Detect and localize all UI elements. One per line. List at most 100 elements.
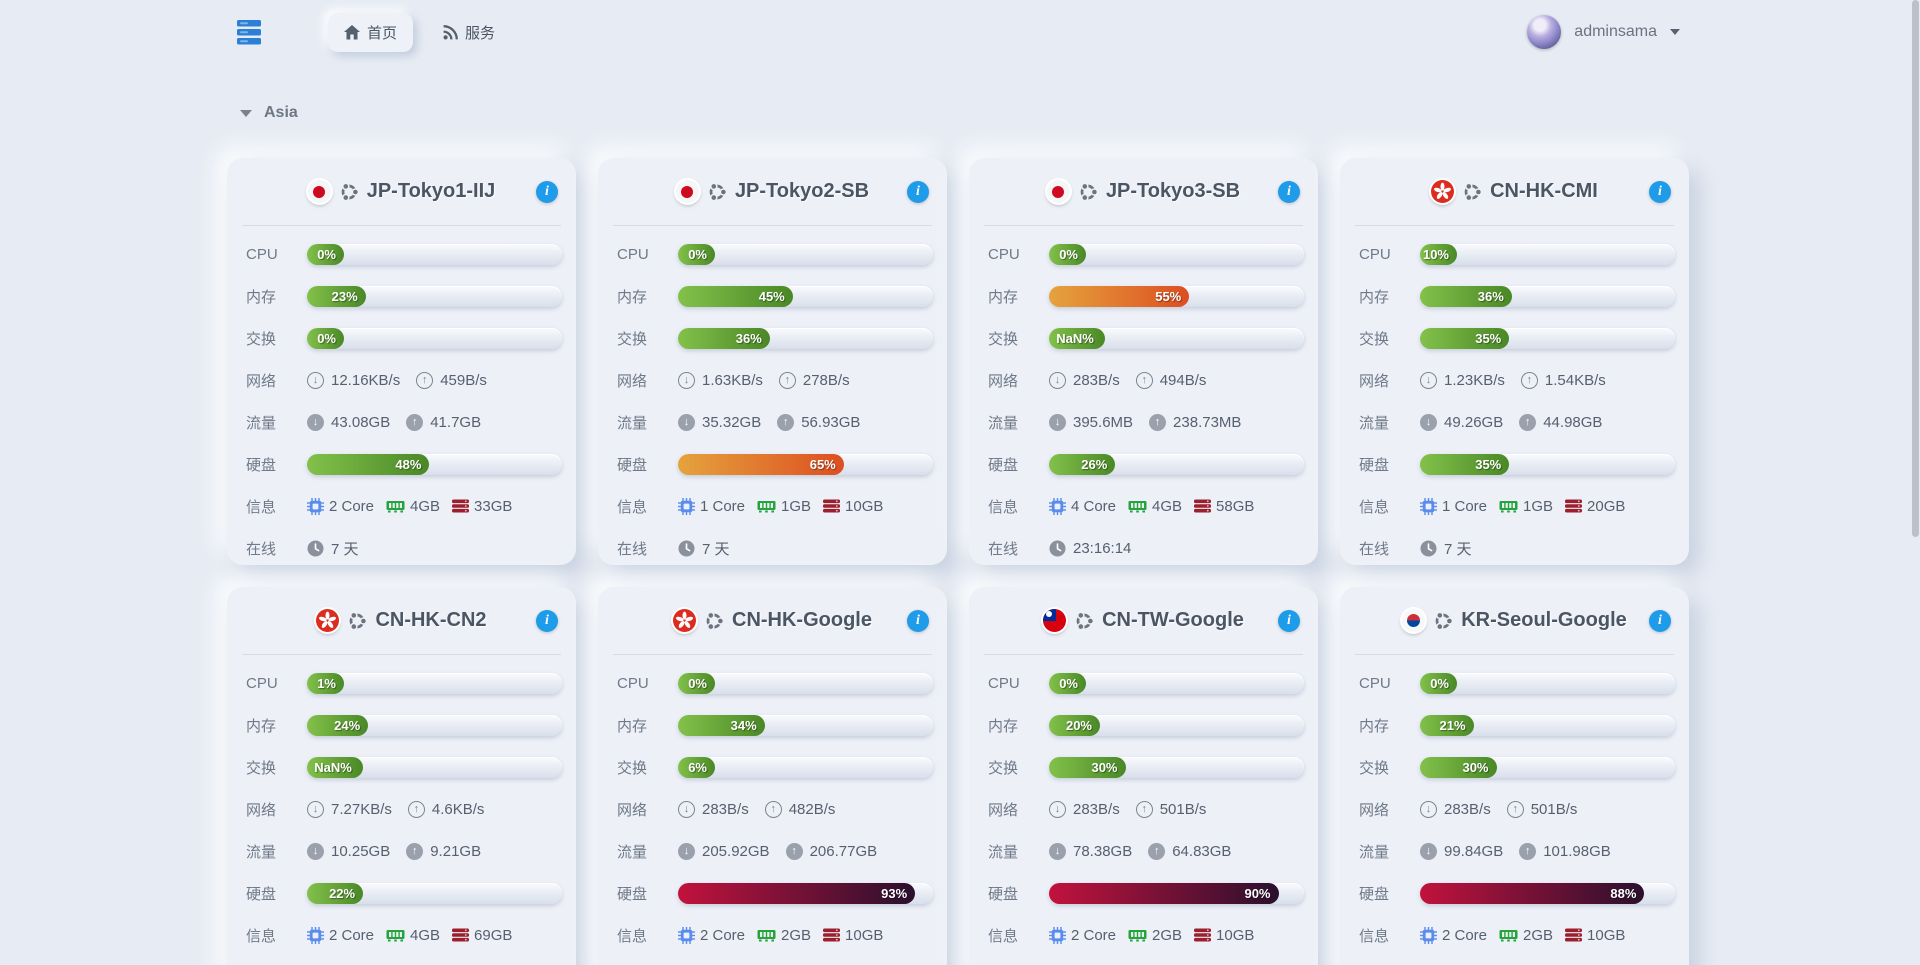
memory-label: 内存 (1359, 288, 1390, 306)
download-filled-icon: ↓ (1420, 842, 1437, 860)
disk-bar-track: 35% (1420, 453, 1675, 475)
online-row: 在线 7 天 (246, 527, 562, 565)
ram-chip: 2GB (1499, 927, 1553, 944)
swap-bar-track: 30% (1420, 756, 1675, 778)
disk-row: 硬盘 48% (246, 443, 562, 485)
ram-icon (1499, 929, 1518, 941)
info-values: 1 Core 1GB (678, 497, 895, 515)
tab-services[interactable]: 服务 (427, 13, 511, 52)
network-values: ↓ 283B/s ↑ 501B/s (1420, 800, 1577, 818)
memory-bar-track: 45% (678, 285, 933, 307)
download-circle-icon: ↓ (1049, 800, 1066, 818)
cores-value: 2 Core (1071, 926, 1117, 944)
cpu-bar-fill: 0% (678, 672, 715, 694)
info-label: 信息 (617, 927, 648, 945)
traffic-download-value: 49.26GB (1444, 413, 1504, 431)
tab-services-label: 服务 (465, 24, 496, 42)
memory-row: 内存 55% (988, 275, 1304, 317)
info-label: 信息 (246, 498, 277, 516)
hdd-icon (1565, 499, 1583, 513)
memory-row: 内存 20% (988, 704, 1304, 746)
swap-bar-fill: 30% (1420, 756, 1497, 778)
swap-bar-fill: 36% (678, 327, 770, 349)
cpu-row: CPU 0% (988, 662, 1304, 704)
tab-home[interactable]: 首页 (328, 12, 414, 52)
disk-row: 硬盘 88% (1359, 872, 1675, 914)
disk-bar-fill: 26% (1049, 453, 1116, 475)
user-menu[interactable]: adminsama (1527, 15, 1680, 49)
hdd-icon (1565, 928, 1583, 942)
network-row: 网络 ↓ 1.63KB/s ↑ 278B/s (617, 359, 933, 401)
network-label: 网络 (1359, 801, 1390, 819)
server-stack-icon[interactable] (236, 19, 262, 46)
info-icon[interactable]: i (907, 609, 929, 632)
traffic-download-value: 43.08GB (331, 413, 391, 431)
traffic-label: 流量 (988, 843, 1019, 861)
memory-label: 内存 (617, 717, 648, 735)
info-icon[interactable]: i (536, 609, 558, 632)
info-icon[interactable]: i (1649, 180, 1671, 203)
swap-bar-fill: NaN% (1049, 327, 1105, 349)
download-circle-icon: ↓ (1049, 371, 1066, 389)
server-name: CN-TW-Google (1102, 609, 1244, 631)
upload-circle-icon: ↑ (407, 800, 425, 818)
country-flag-icon (673, 609, 696, 632)
info-icon[interactable]: i (1649, 609, 1671, 632)
cpu-bar-fill: 10% (1420, 243, 1457, 265)
ram-value: 4GB (1152, 497, 1183, 515)
network-row: 网络 ↓ 7.27KB/s ↑ 4.6KB/s (246, 788, 562, 830)
network-upload-value: 501B/s (1159, 800, 1207, 818)
network-values: ↓ 1.63KB/s ↑ 278B/s (678, 371, 850, 389)
ram-chip: 2GB (1128, 927, 1182, 944)
online-values: 7 天 (678, 538, 730, 559)
disk-bar-fill: 88% (1420, 882, 1645, 904)
traffic-upload-value: 56.93GB (801, 413, 861, 431)
cores-chip: 4 Core (1049, 497, 1116, 515)
cpu-bar-fill: 0% (1420, 672, 1457, 694)
cpu-bar-fill: 1% (307, 672, 344, 694)
online-row: 在线 7 天 (1359, 956, 1675, 965)
storage-value: 20GB (1587, 497, 1626, 515)
cores-chip: 2 Core (1049, 926, 1117, 944)
traffic-upload-value: 64.83GB (1172, 842, 1232, 860)
storage-value: 58GB (1216, 497, 1255, 515)
storage-chip: 58GB (1194, 498, 1254, 515)
network-row: 网络 ↓ 12.16KB/s ↑ 459B/s (246, 359, 562, 401)
region-section-header[interactable]: Asia (240, 104, 1920, 122)
cores-value: 2 Core (700, 926, 746, 944)
cpu-row: CPU 0% (988, 233, 1304, 275)
info-icon[interactable]: i (1278, 609, 1300, 632)
swap-label: 交换 (1359, 759, 1390, 777)
download-circle-icon: ↓ (1420, 800, 1437, 818)
server-card-header: JP-Tokyo1-IIJ i (227, 158, 576, 225)
memory-bar-fill: 24% (307, 714, 369, 736)
memory-bar-track: 55% (1049, 285, 1304, 307)
traffic-values: ↓ 35.32GB ↑ 56.93GB (678, 413, 861, 431)
online-values: 23:16:14 (1049, 540, 1131, 557)
server-card-header: CN-TW-Google i (969, 587, 1318, 654)
network-download-value: 283B/s (1073, 371, 1120, 389)
cpu-label: CPU (1359, 674, 1391, 692)
page-scrollbar[interactable] (1912, 0, 1919, 537)
info-values: 1 Core 1GB (1420, 497, 1637, 515)
traffic-values: ↓ 49.26GB ↑ 44.98GB (1420, 413, 1602, 431)
country-flag-icon (675, 180, 699, 203)
disk-row: 硬盘 26% (988, 443, 1304, 485)
traffic-values: ↓ 78.38GB ↑ 64.83GB (1049, 842, 1232, 860)
storage-value: 69GB (474, 926, 513, 944)
cpu-label: CPU (988, 245, 1020, 263)
info-icon[interactable]: i (907, 180, 929, 203)
info-icon[interactable]: i (1278, 180, 1300, 203)
network-download-value: 1.63KB/s (702, 371, 763, 389)
cpu-label: CPU (617, 674, 649, 692)
info-values: 2 Core 2GB (1420, 926, 1637, 944)
ram-icon (1128, 929, 1147, 941)
card-divider (613, 654, 932, 655)
info-icon[interactable]: i (536, 180, 558, 203)
cpu-chip-icon (1420, 926, 1437, 944)
traffic-upload-value: 206.77GB (809, 842, 878, 860)
online-row: 在线 7 天 (1359, 527, 1675, 565)
network-values: ↓ 1.23KB/s ↑ 1.54KB/s (1420, 371, 1606, 389)
card-rows: CPU 10% 内存 36% 交换 35% 网络 ↓ (1340, 226, 1689, 565)
cores-chip: 2 Core (1420, 926, 1487, 944)
